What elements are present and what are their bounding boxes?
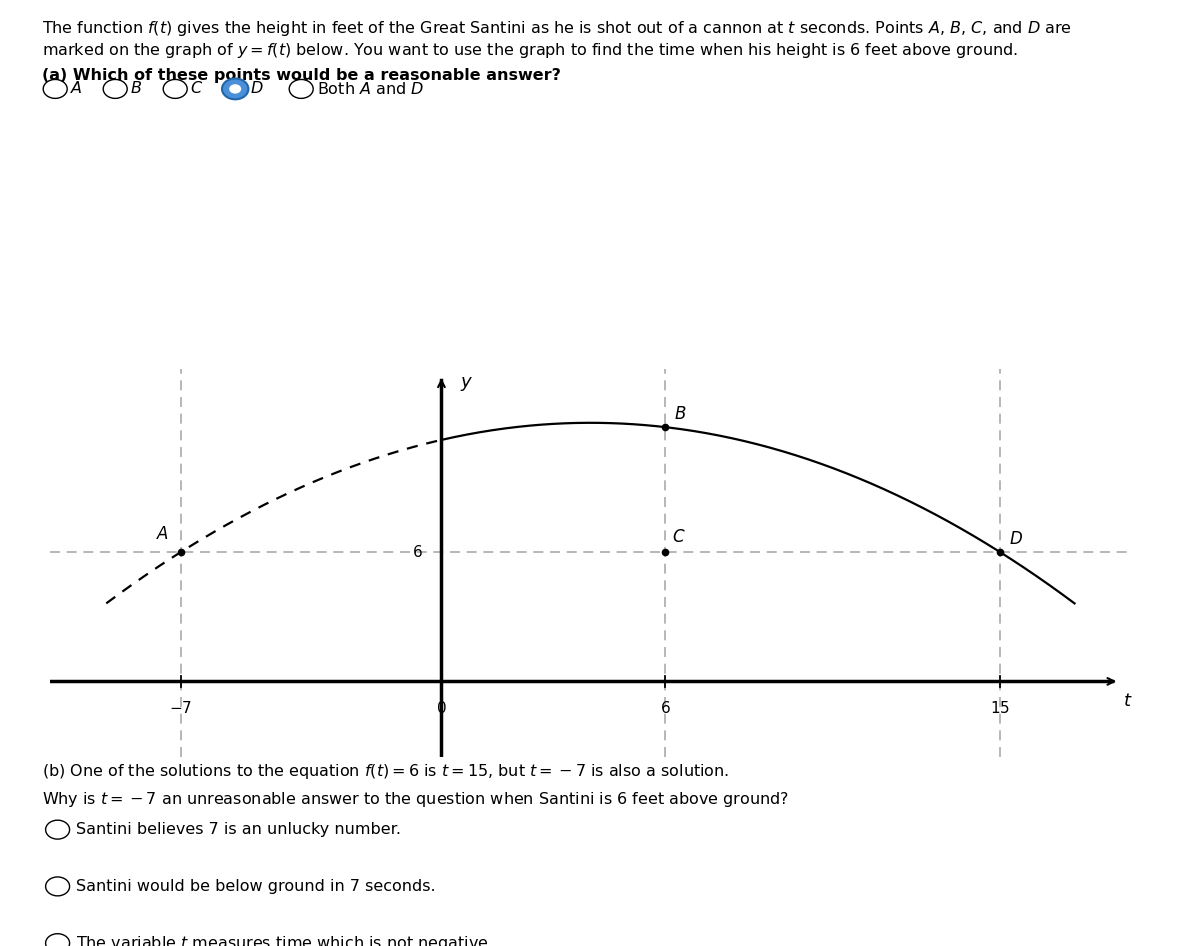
Text: $y$: $y$ [460,376,473,394]
Text: C: C [191,81,202,96]
Text: (b) One of the solutions to the equation $f(t) = 6$ is $t = 15$, but $t = -7$ is: (b) One of the solutions to the equation… [42,762,730,780]
Text: $6$: $6$ [412,544,422,560]
Text: $15$: $15$ [990,700,1010,716]
Text: $0$: $0$ [436,700,446,716]
Text: $B$: $B$ [674,405,686,423]
Text: B: B [131,81,142,96]
Text: $D$: $D$ [1009,530,1024,548]
Text: Santini believes 7 is an unlucky number.: Santini believes 7 is an unlucky number. [76,822,401,837]
Text: $6$: $6$ [660,700,671,716]
Text: (a) Which of these points would be a reasonable answer?: (a) Which of these points would be a rea… [42,68,560,83]
Text: Santini would be below ground in 7 seconds.: Santini would be below ground in 7 secon… [76,879,436,894]
Text: The function $f(t)$ gives the height in feet of the Great Santini as he is shot : The function $f(t)$ gives the height in … [42,19,1072,38]
Text: marked on the graph of $y = f(t)$ below. You want to use the graph to find the t: marked on the graph of $y = f(t)$ below.… [42,41,1018,60]
Text: Both $A$ and $D$: Both $A$ and $D$ [317,81,424,96]
Text: A: A [71,81,82,96]
Text: D: D [251,81,263,96]
Text: $A$: $A$ [156,525,169,543]
Text: Why is $t = -7$ an unreasonable answer to the question when Santini is 6 feet ab: Why is $t = -7$ an unreasonable answer t… [42,790,788,809]
Text: $C$: $C$ [672,528,686,546]
Text: $t$: $t$ [1123,692,1133,710]
Text: $-7$: $-7$ [169,700,192,716]
Text: The variable $t$ measures time which is not negative.: The variable $t$ measures time which is … [76,934,492,946]
